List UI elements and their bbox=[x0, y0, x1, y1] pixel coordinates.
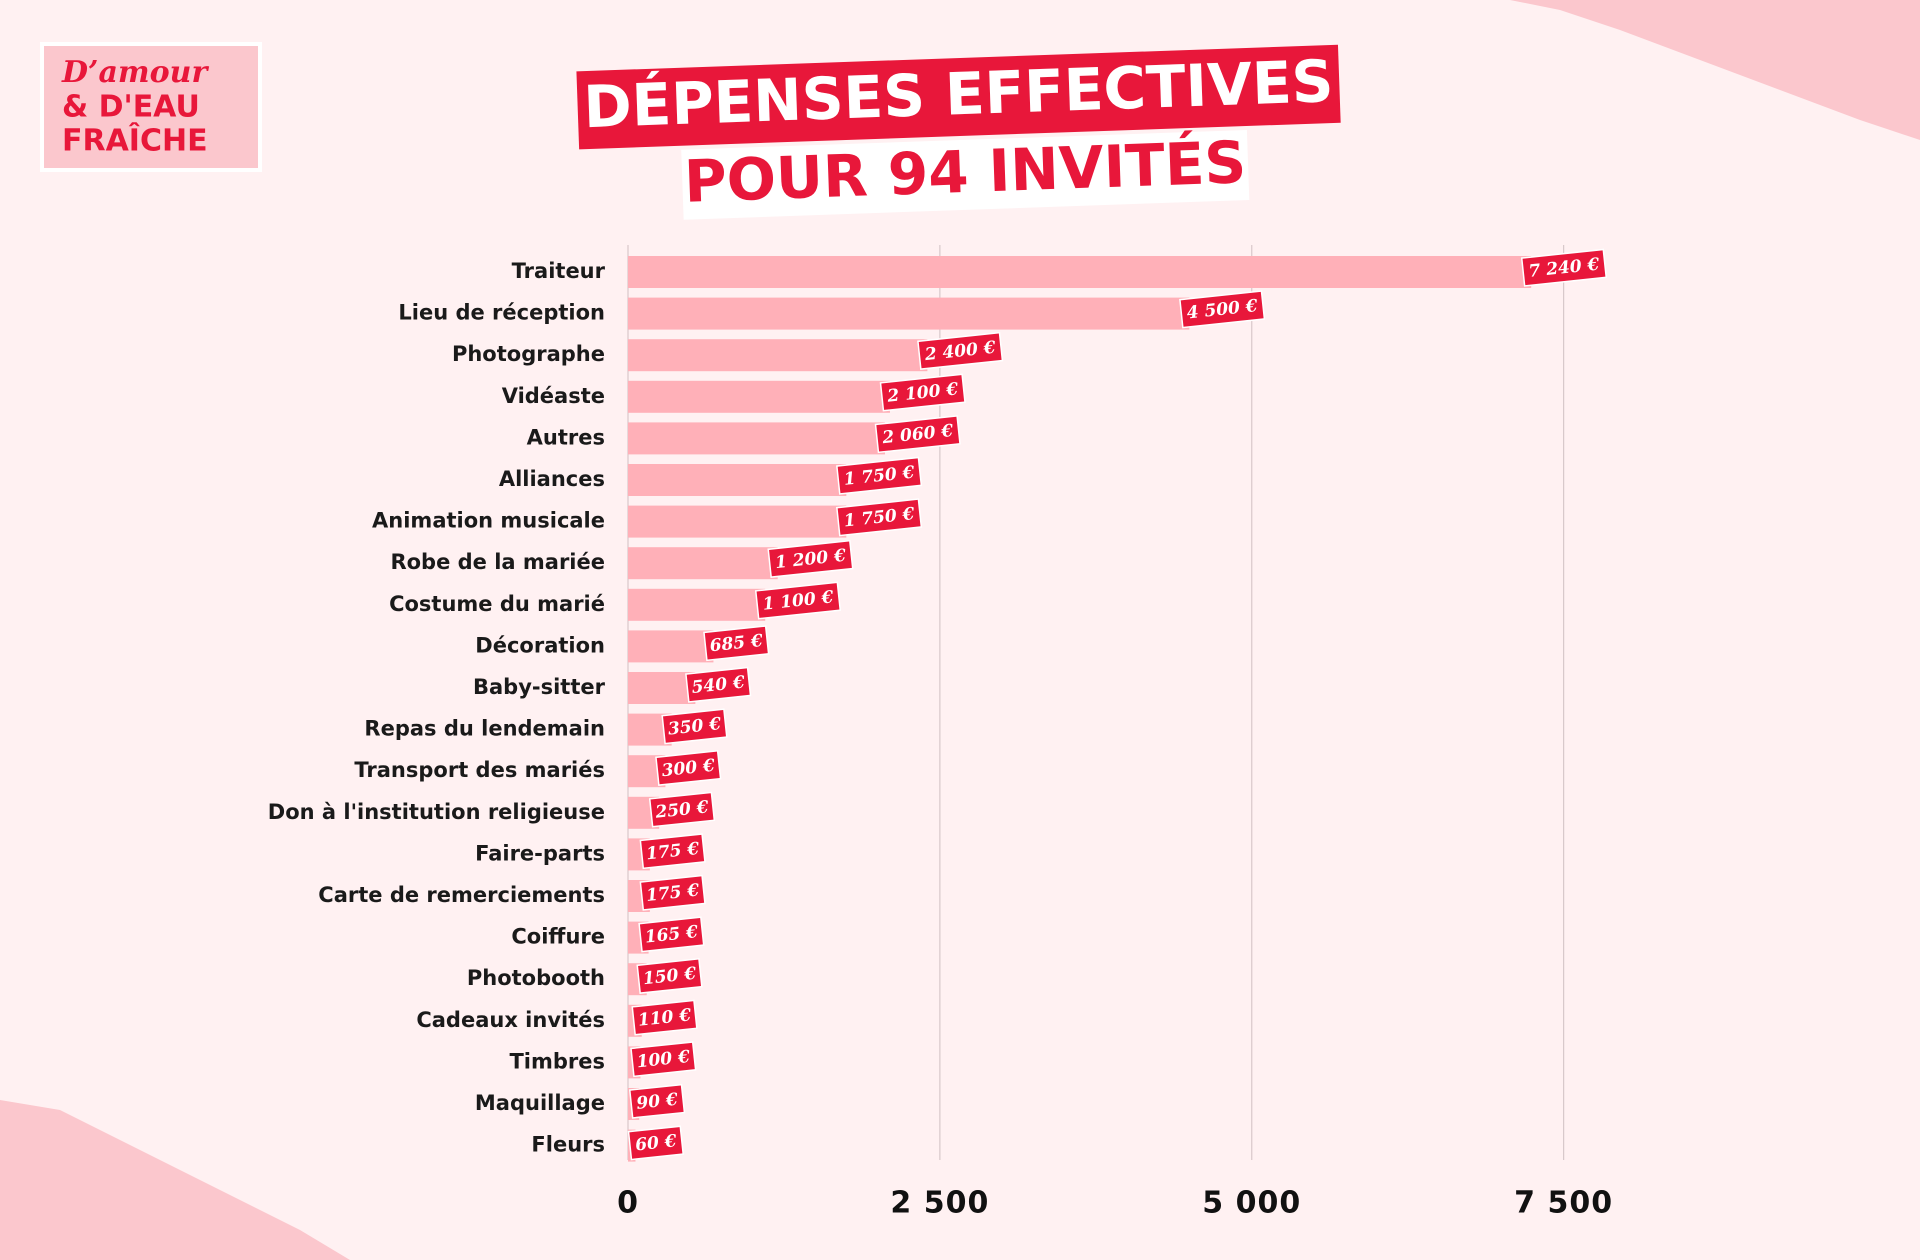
value-label-box bbox=[639, 874, 706, 911]
x-tick-label: 7 500 bbox=[1514, 1186, 1613, 1221]
y-tick-label: Transport des mariés bbox=[354, 758, 605, 782]
y-tick-label: Coiffure bbox=[511, 925, 605, 949]
value-label: 100 € bbox=[630, 1041, 697, 1078]
value-label: 2 400 € bbox=[917, 331, 1004, 370]
value-label-box bbox=[703, 625, 770, 662]
bar bbox=[628, 297, 1190, 330]
bar bbox=[628, 380, 890, 413]
value-label-box bbox=[636, 957, 703, 994]
value-label: 540 € bbox=[685, 666, 752, 703]
value-label: 165 € bbox=[638, 916, 705, 953]
y-tick-label: Don à l'institution religieuse bbox=[268, 800, 605, 824]
title-box bbox=[576, 44, 1341, 150]
value-label: 1 750 € bbox=[836, 456, 923, 495]
y-tick-label: Photographe bbox=[452, 342, 605, 366]
logo-text: D’amour bbox=[61, 55, 209, 90]
title-group: DÉPENSES EFFECTIVES POUR 94 INVITÉS bbox=[576, 44, 1341, 220]
y-tick-label: Autres bbox=[527, 425, 605, 449]
value-label-text: 90 € bbox=[636, 1090, 679, 1114]
value-label-box bbox=[754, 581, 842, 620]
value-label-box bbox=[685, 666, 752, 703]
bar bbox=[628, 464, 847, 496]
value-label-box bbox=[627, 1125, 685, 1161]
y-tick-label: Alliances bbox=[499, 467, 605, 491]
y-tick-label: Repas du lendemain bbox=[364, 717, 605, 741]
bar bbox=[628, 588, 766, 621]
y-tick-label: Baby-sitter bbox=[473, 675, 606, 699]
value-label-box bbox=[630, 1041, 697, 1078]
value-label: 175 € bbox=[639, 833, 706, 870]
value-label-box bbox=[917, 331, 1004, 370]
bar bbox=[628, 256, 1532, 288]
x-tick-label: 2 500 bbox=[890, 1186, 989, 1221]
x-tick-label: 5 000 bbox=[1202, 1186, 1301, 1221]
y-tick-label: Animation musicale bbox=[372, 509, 605, 533]
bar bbox=[628, 505, 847, 538]
value-label: 150 € bbox=[636, 957, 703, 994]
value-label-box bbox=[655, 749, 722, 786]
bar bbox=[628, 630, 714, 663]
y-tick-label: Robe de la mariée bbox=[390, 550, 605, 574]
y-tick-label: Décoration bbox=[475, 633, 605, 657]
y-tick-label: Photobooth bbox=[467, 966, 605, 990]
bar bbox=[628, 547, 778, 580]
bar bbox=[628, 672, 696, 704]
logo-text: FRAÎCHE bbox=[62, 123, 208, 159]
bar bbox=[628, 422, 885, 455]
y-tick-label: Fleurs bbox=[531, 1133, 605, 1157]
value-label-text: 60 € bbox=[634, 1131, 677, 1155]
y-tick-label: Lieu de réception bbox=[398, 301, 605, 325]
y-tick-label: Cadeaux invités bbox=[416, 1008, 605, 1032]
value-label: 60 € bbox=[627, 1125, 685, 1161]
value-label: 110 € bbox=[631, 999, 698, 1036]
value-label-box bbox=[767, 539, 854, 578]
y-tick-label: Faire-parts bbox=[475, 841, 605, 865]
logo: D’amour & D'EAU FRAÎCHE bbox=[40, 42, 262, 172]
value-label: 685 € bbox=[703, 625, 770, 662]
value-label: 250 € bbox=[648, 791, 716, 828]
value-label-box bbox=[836, 498, 923, 537]
value-label-box bbox=[836, 456, 923, 495]
logo-text: & D'EAU bbox=[62, 90, 200, 125]
value-label-box bbox=[661, 708, 728, 745]
value-label-box bbox=[638, 916, 705, 953]
value-label-box bbox=[628, 1083, 686, 1119]
y-tick-label: Vidéaste bbox=[502, 384, 605, 408]
value-label: 1 100 € bbox=[754, 581, 842, 620]
subtitle-box bbox=[681, 130, 1250, 220]
value-label-box bbox=[1179, 290, 1266, 329]
value-label: 1 200 € bbox=[767, 539, 854, 578]
value-label: 7 240 € bbox=[1520, 248, 1608, 287]
value-label: 175 € bbox=[639, 874, 706, 911]
value-label-box bbox=[648, 791, 716, 828]
value-label: 4 500 € bbox=[1179, 290, 1266, 329]
value-label: 90 € bbox=[628, 1083, 686, 1119]
value-label-box bbox=[874, 415, 961, 454]
y-tick-label: Costume du marié bbox=[389, 592, 605, 616]
value-label-box bbox=[1520, 248, 1608, 287]
value-label-box bbox=[631, 999, 698, 1036]
value-label: 2 100 € bbox=[879, 373, 966, 412]
bar bbox=[628, 339, 928, 372]
value-label: 2 060 € bbox=[874, 415, 961, 454]
y-tick-label: Maquillage bbox=[475, 1091, 605, 1115]
x-tick-label: 0 bbox=[617, 1186, 639, 1221]
value-label-box bbox=[879, 373, 966, 412]
logo-box bbox=[40, 42, 262, 172]
value-label-box bbox=[639, 833, 706, 870]
y-tick-label: Traiteur bbox=[512, 259, 606, 283]
value-label: 300 € bbox=[655, 749, 722, 786]
value-label: 1 750 € bbox=[836, 498, 923, 537]
y-tick-label: Carte de remerciements bbox=[318, 883, 605, 907]
value-label: 350 € bbox=[661, 708, 728, 745]
y-tick-label: Timbres bbox=[509, 1049, 605, 1073]
